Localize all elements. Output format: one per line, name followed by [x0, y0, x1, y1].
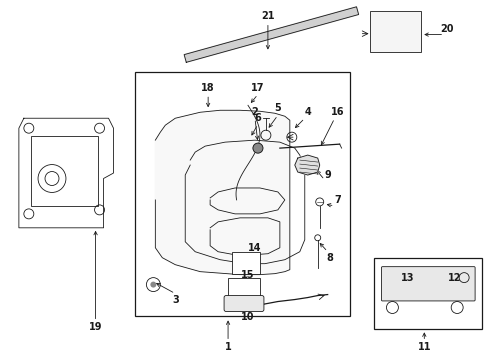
Polygon shape — [294, 155, 319, 175]
Text: 16: 16 — [330, 107, 344, 117]
Text: 20: 20 — [440, 24, 453, 33]
Text: 4: 4 — [304, 107, 310, 117]
Circle shape — [252, 143, 263, 153]
Text: 11: 11 — [417, 342, 430, 352]
Text: 5: 5 — [274, 103, 281, 113]
Text: 9: 9 — [324, 170, 330, 180]
Text: 19: 19 — [89, 323, 102, 332]
Circle shape — [150, 282, 156, 288]
Bar — [374, 258, 481, 329]
Polygon shape — [155, 110, 289, 275]
Bar — [135, 72, 349, 316]
Text: 2: 2 — [251, 107, 258, 117]
Text: 18: 18 — [201, 84, 215, 93]
FancyBboxPatch shape — [224, 296, 264, 311]
Bar — [227, 278, 260, 302]
Text: 17: 17 — [251, 84, 264, 93]
Text: 3: 3 — [172, 294, 178, 305]
Text: 14: 14 — [248, 243, 261, 253]
Bar — [31, 136, 98, 206]
Text: 12: 12 — [447, 273, 460, 283]
Text: 21: 21 — [261, 11, 274, 21]
Text: 7: 7 — [334, 195, 340, 205]
FancyBboxPatch shape — [381, 267, 474, 301]
Bar — [232, 252, 260, 274]
Text: 15: 15 — [241, 270, 254, 280]
Polygon shape — [19, 118, 113, 228]
Text: 1: 1 — [224, 342, 231, 352]
Bar — [369, 11, 421, 53]
Text: 10: 10 — [241, 312, 254, 323]
Text: 8: 8 — [325, 253, 332, 263]
Text: 6: 6 — [254, 113, 261, 123]
Text: 13: 13 — [400, 273, 413, 283]
Polygon shape — [184, 7, 358, 62]
